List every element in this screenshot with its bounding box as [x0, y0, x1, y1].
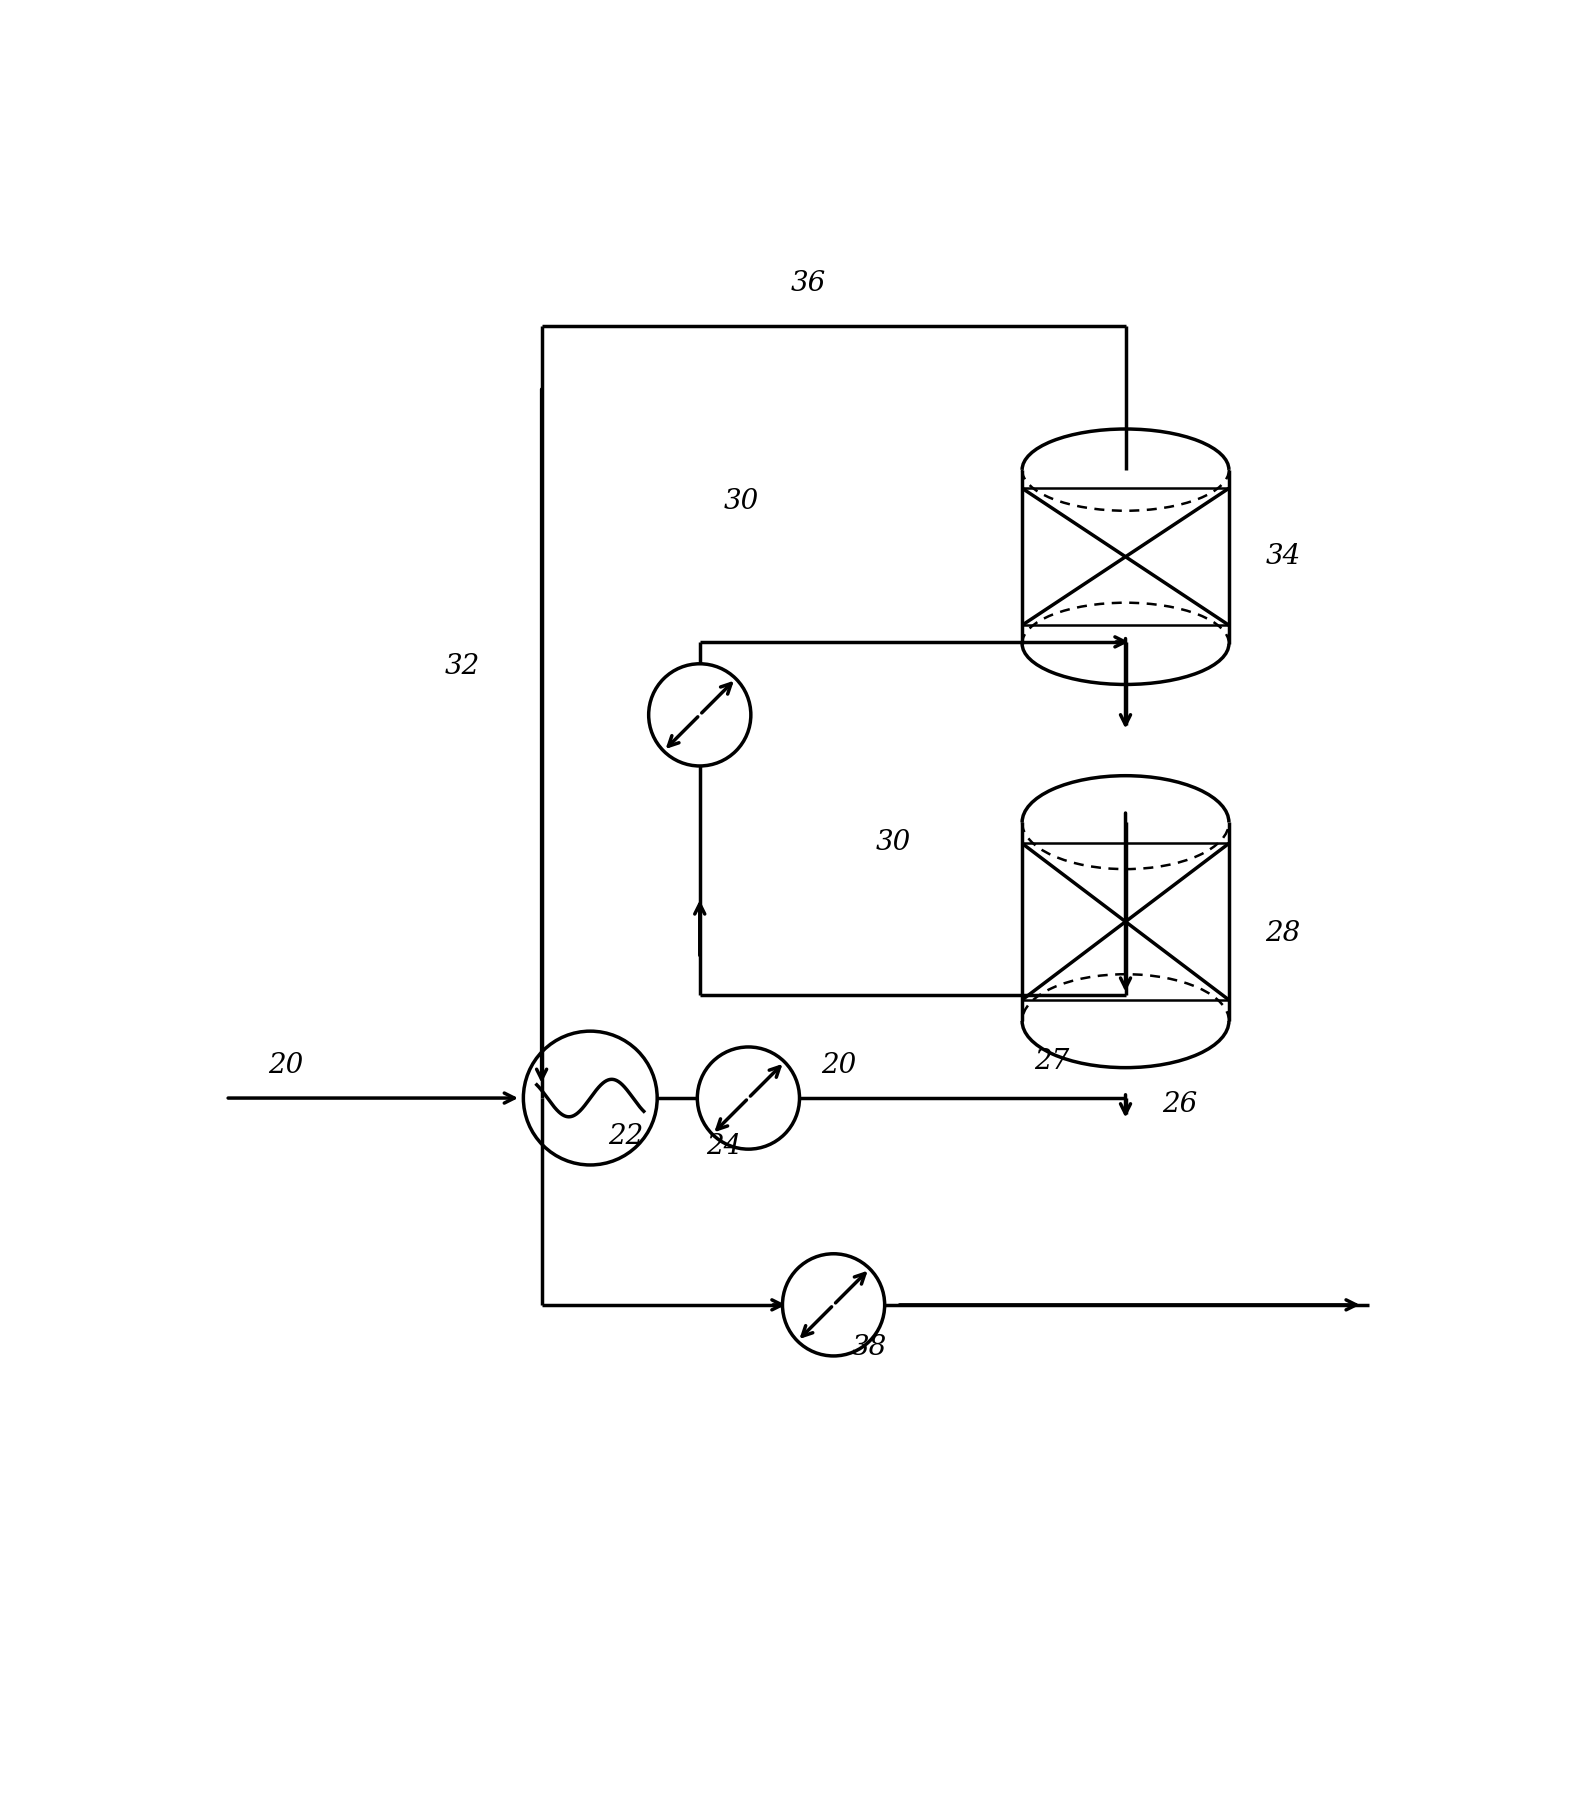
Text: 22: 22	[608, 1124, 644, 1151]
Text: 20: 20	[268, 1052, 303, 1079]
Text: 20: 20	[821, 1052, 857, 1079]
Text: 24: 24	[706, 1133, 741, 1160]
Text: 38: 38	[851, 1335, 887, 1362]
Text: 28: 28	[1265, 920, 1301, 947]
Text: 30: 30	[725, 488, 759, 515]
Text: 32: 32	[444, 652, 480, 679]
Text: 30: 30	[876, 828, 911, 855]
Text: 36: 36	[791, 270, 826, 297]
Text: 27: 27	[1034, 1048, 1069, 1075]
Text: 26: 26	[1162, 1091, 1197, 1118]
Text: 34: 34	[1265, 544, 1301, 571]
